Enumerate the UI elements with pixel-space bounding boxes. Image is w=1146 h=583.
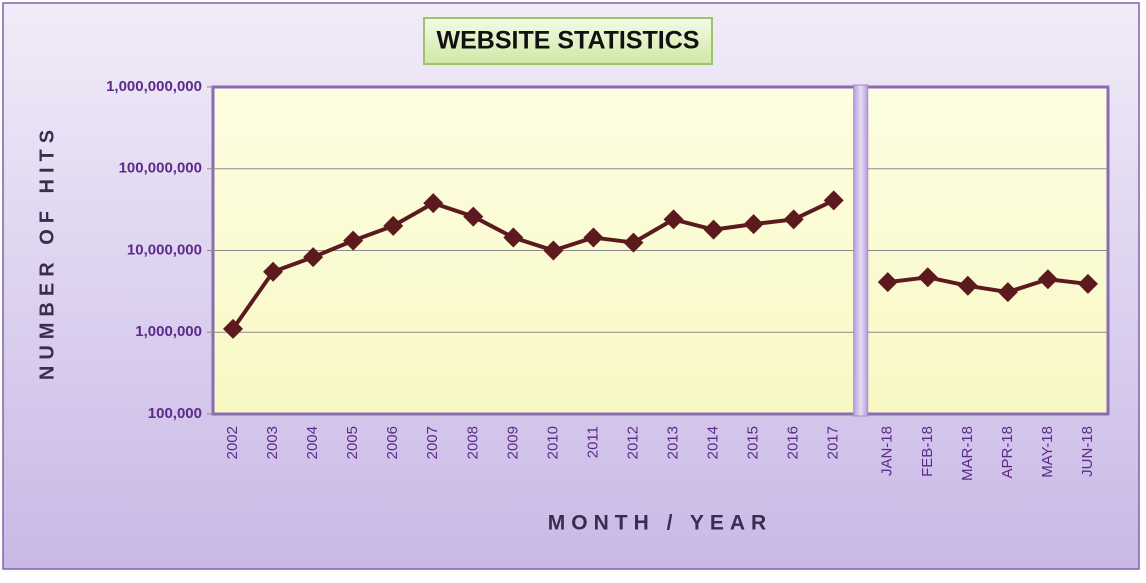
x-tick-label: 2016 xyxy=(785,426,802,459)
marker xyxy=(263,261,284,282)
x-tick-label: JUN-18 xyxy=(1079,426,1096,477)
marker xyxy=(1037,269,1058,290)
x-tick-label: MAR-18 xyxy=(959,426,976,481)
x-tick-label: 2014 xyxy=(705,426,722,459)
marker xyxy=(223,318,244,339)
x-tick-label: MAY-18 xyxy=(1039,426,1056,478)
y-tick-label: 1,000,000,000 xyxy=(106,78,202,95)
x-tick-label: 2007 xyxy=(424,426,441,459)
x-tick-label: 2003 xyxy=(264,426,281,459)
marker xyxy=(743,214,764,235)
marker xyxy=(877,272,898,293)
marker xyxy=(957,275,978,296)
marker xyxy=(1077,273,1098,294)
marker xyxy=(663,209,684,230)
x-tick-label: 2009 xyxy=(504,426,521,459)
marker xyxy=(623,232,644,253)
x-tick-label: 2006 xyxy=(384,426,401,459)
marker xyxy=(783,209,804,230)
x-tick-label: 2004 xyxy=(304,426,321,459)
y-axis-label: NUMBER OF HITS xyxy=(36,124,58,380)
x-tick-label: 2013 xyxy=(664,426,681,459)
line xyxy=(231,198,835,331)
x-tick-label: 2010 xyxy=(544,426,561,459)
x-tick-label: 2005 xyxy=(344,426,361,459)
title-box xyxy=(423,17,713,65)
x-tick-label: 2012 xyxy=(624,426,641,459)
x-tick-label: 2008 xyxy=(464,426,481,459)
marker xyxy=(997,282,1018,303)
marker xyxy=(383,215,404,236)
x-tick-label: 2002 xyxy=(224,426,241,459)
x-tick-label: 2011 xyxy=(584,426,601,458)
y-tick-label: 1,000,000 xyxy=(135,323,202,340)
marker xyxy=(823,190,844,211)
x-tick-label: FEB-18 xyxy=(919,426,936,477)
marker xyxy=(343,230,364,251)
marker xyxy=(303,247,324,268)
x-tick-label: APR-18 xyxy=(999,426,1016,479)
marker xyxy=(583,227,604,248)
marker xyxy=(703,219,724,240)
x-tick-label: 2015 xyxy=(745,426,762,459)
y-tick-label: 100,000 xyxy=(148,405,202,422)
y-tick-label: 100,000,000 xyxy=(119,160,202,177)
marker xyxy=(917,267,938,288)
x-tick-label: JAN-18 xyxy=(879,426,896,476)
marker xyxy=(463,206,484,227)
marker xyxy=(423,193,444,214)
panel-separator xyxy=(853,84,869,417)
marker xyxy=(503,227,524,248)
y-tick-label: 10,000,000 xyxy=(127,241,202,258)
chart-title: WEBSITE STATISTICS xyxy=(437,27,700,55)
marker xyxy=(543,240,564,261)
x-tick-label: 2017 xyxy=(825,426,842,459)
x-axis-label: MONTH / YEAR xyxy=(548,512,772,535)
